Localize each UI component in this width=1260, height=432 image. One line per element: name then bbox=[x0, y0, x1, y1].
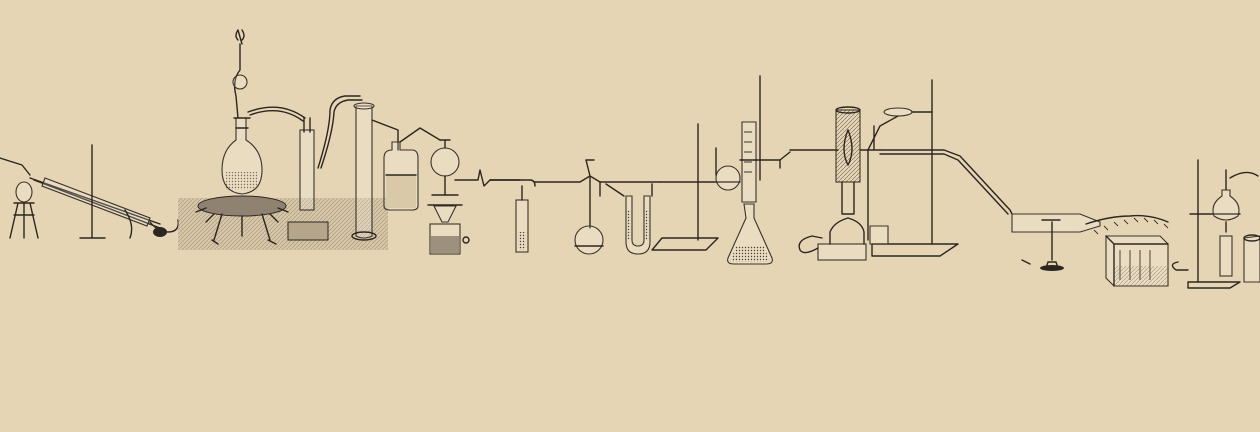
right-stand bbox=[1171, 159, 1260, 289]
separatory-funnel bbox=[427, 139, 521, 255]
tube-train bbox=[489, 159, 661, 255]
large-stand bbox=[867, 79, 1013, 257]
retort-tripod bbox=[0, 144, 179, 239]
furnace-plate bbox=[178, 29, 399, 250]
pneumatic-trough bbox=[1105, 235, 1169, 287]
combustion-tube bbox=[1011, 213, 1169, 271]
wash-bottle bbox=[383, 127, 441, 211]
burner-gauze bbox=[789, 106, 881, 261]
ring-stand-flask bbox=[651, 75, 791, 265]
